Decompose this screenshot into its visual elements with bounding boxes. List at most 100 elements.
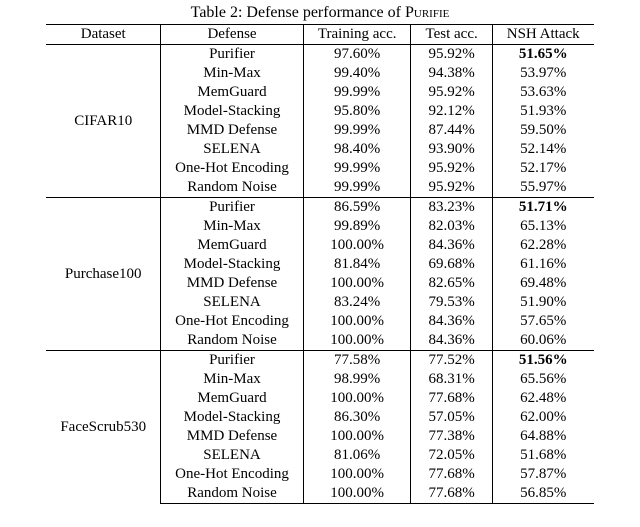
- test-cell: 87.44%: [411, 121, 492, 140]
- defense-cell: One-Hot Encoding: [161, 159, 304, 178]
- attack-cell: 53.97%: [492, 64, 593, 83]
- test-cell: 84.36%: [411, 331, 492, 351]
- attack-cell: 62.00%: [492, 408, 593, 427]
- attack-cell: 64.88%: [492, 427, 593, 446]
- train-cell: 97.60%: [303, 45, 411, 65]
- test-cell: 57.05%: [411, 408, 492, 427]
- dataset-cell: FaceScrub530: [46, 351, 160, 504]
- train-cell: 77.58%: [303, 351, 411, 371]
- col-train: Training acc.: [303, 25, 411, 45]
- train-cell: 81.84%: [303, 255, 411, 274]
- test-cell: 83.23%: [411, 198, 492, 218]
- defense-cell: MMD Defense: [161, 427, 304, 446]
- test-cell: 77.52%: [411, 351, 492, 371]
- train-cell: 100.00%: [303, 427, 411, 446]
- defense-cell: MMD Defense: [161, 274, 304, 293]
- defense-cell: SELENA: [161, 446, 304, 465]
- attack-cell: 69.48%: [492, 274, 593, 293]
- attack-cell: 57.87%: [492, 465, 593, 484]
- test-cell: 84.36%: [411, 312, 492, 331]
- defense-cell: Random Noise: [161, 178, 304, 198]
- defense-cell: Min-Max: [161, 64, 304, 83]
- test-cell: 95.92%: [411, 159, 492, 178]
- test-cell: 95.92%: [411, 178, 492, 198]
- attack-cell: 56.85%: [492, 484, 593, 504]
- train-cell: 99.40%: [303, 64, 411, 83]
- train-cell: 100.00%: [303, 236, 411, 255]
- col-test: Test acc.: [411, 25, 492, 45]
- attack-cell: 51.71%: [492, 198, 593, 218]
- defense-cell: Min-Max: [161, 217, 304, 236]
- test-cell: 93.90%: [411, 140, 492, 159]
- defense-cell: One-Hot Encoding: [161, 312, 304, 331]
- attack-cell: 62.28%: [492, 236, 593, 255]
- attack-cell: 65.13%: [492, 217, 593, 236]
- train-cell: 83.24%: [303, 293, 411, 312]
- defense-cell: Purifier: [161, 45, 304, 65]
- attack-cell: 65.56%: [492, 370, 593, 389]
- defense-cell: MemGuard: [161, 83, 304, 102]
- defense-cell: Min-Max: [161, 370, 304, 389]
- test-cell: 77.68%: [411, 465, 492, 484]
- table-row: CIFAR10Purifier97.60%95.92%51.65%: [46, 45, 593, 65]
- defense-cell: Model-Stacking: [161, 255, 304, 274]
- test-cell: 84.36%: [411, 236, 492, 255]
- train-cell: 86.30%: [303, 408, 411, 427]
- defense-cell: SELENA: [161, 140, 304, 159]
- test-cell: 94.38%: [411, 64, 492, 83]
- test-cell: 82.03%: [411, 217, 492, 236]
- defense-cell: MemGuard: [161, 236, 304, 255]
- train-cell: 98.40%: [303, 140, 411, 159]
- test-cell: 79.53%: [411, 293, 492, 312]
- defense-cell: MMD Defense: [161, 121, 304, 140]
- dataset-cell: CIFAR10: [46, 45, 160, 198]
- train-cell: 99.99%: [303, 121, 411, 140]
- table-body: CIFAR10Purifier97.60%95.92%51.65%Min-Max…: [46, 45, 593, 504]
- test-cell: 68.31%: [411, 370, 492, 389]
- test-cell: 82.65%: [411, 274, 492, 293]
- caption-smallcaps: Purifie: [405, 4, 449, 21]
- attack-cell: 57.65%: [492, 312, 593, 331]
- defense-cell: MemGuard: [161, 389, 304, 408]
- defense-cell: Purifier: [161, 198, 304, 218]
- defense-cell: Model-Stacking: [161, 408, 304, 427]
- defense-cell: Model-Stacking: [161, 102, 304, 121]
- defense-cell: SELENA: [161, 293, 304, 312]
- train-cell: 99.99%: [303, 159, 411, 178]
- train-cell: 99.99%: [303, 83, 411, 102]
- col-defense: Defense: [161, 25, 304, 45]
- train-cell: 81.06%: [303, 446, 411, 465]
- test-cell: 92.12%: [411, 102, 492, 121]
- attack-cell: 51.93%: [492, 102, 593, 121]
- defense-cell: Random Noise: [161, 331, 304, 351]
- defense-table: Dataset Defense Training acc. Test acc. …: [46, 24, 593, 504]
- header-row: Dataset Defense Training acc. Test acc. …: [46, 25, 593, 45]
- test-cell: 69.68%: [411, 255, 492, 274]
- train-cell: 95.80%: [303, 102, 411, 121]
- train-cell: 100.00%: [303, 312, 411, 331]
- caption-prefix: Table 2: Defense performance of: [191, 4, 405, 21]
- attack-cell: 51.90%: [492, 293, 593, 312]
- train-cell: 100.00%: [303, 389, 411, 408]
- test-cell: 77.38%: [411, 427, 492, 446]
- train-cell: 100.00%: [303, 274, 411, 293]
- attack-cell: 62.48%: [492, 389, 593, 408]
- defense-cell: Purifier: [161, 351, 304, 371]
- attack-cell: 53.63%: [492, 83, 593, 102]
- attack-cell: 59.50%: [492, 121, 593, 140]
- col-dataset: Dataset: [46, 25, 160, 45]
- test-cell: 95.92%: [411, 45, 492, 65]
- train-cell: 86.59%: [303, 198, 411, 218]
- test-cell: 72.05%: [411, 446, 492, 465]
- attack-cell: 55.97%: [492, 178, 593, 198]
- test-cell: 77.68%: [411, 484, 492, 504]
- attack-cell: 60.06%: [492, 331, 593, 351]
- col-attack: NSH Attack: [492, 25, 593, 45]
- attack-cell: 51.56%: [492, 351, 593, 371]
- attack-cell: 52.17%: [492, 159, 593, 178]
- table-caption: Table 2: Defense performance of Purifie: [0, 4, 640, 22]
- train-cell: 100.00%: [303, 484, 411, 504]
- train-cell: 99.99%: [303, 178, 411, 198]
- dataset-cell: Purchase100: [46, 198, 160, 351]
- defense-cell: Random Noise: [161, 484, 304, 504]
